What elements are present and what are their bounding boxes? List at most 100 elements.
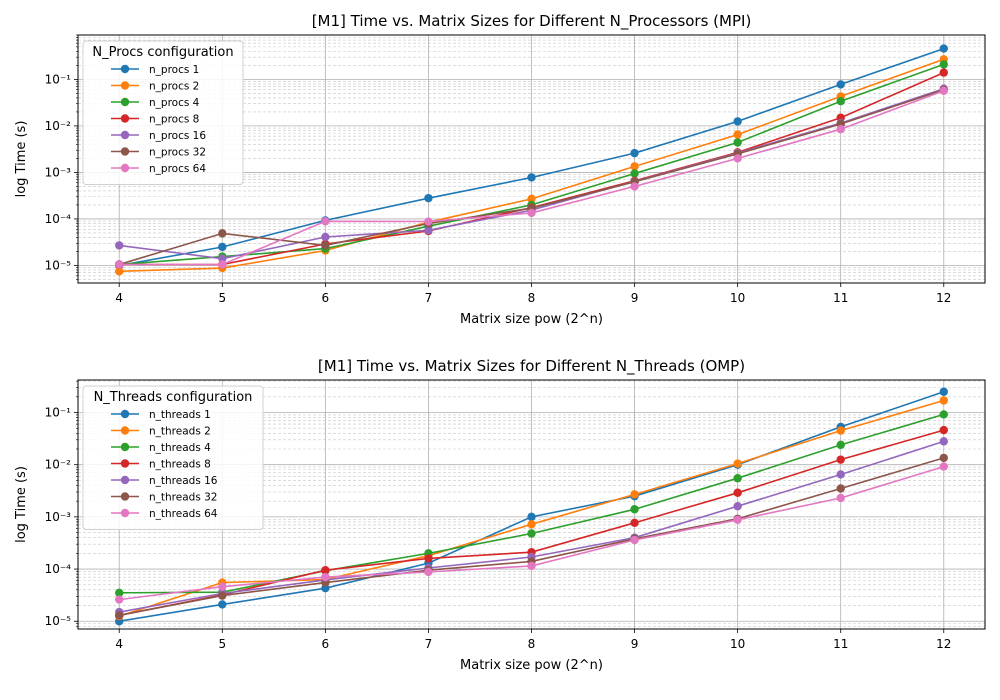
- data-point: [218, 600, 227, 609]
- y-tick-label: 10⁻⁴: [45, 212, 72, 226]
- data-point: [527, 194, 536, 204]
- data-point: [733, 138, 742, 147]
- data-point: [733, 474, 742, 483]
- data-point: [424, 226, 433, 235]
- x-tick-label: 8: [528, 637, 536, 651]
- data-point: [527, 529, 536, 538]
- data-point: [836, 96, 845, 106]
- data-point: [630, 182, 639, 191]
- data-point: [218, 260, 227, 269]
- chart-1: [M1] Time vs. Matrix Sizes for Different…: [14, 12, 986, 327]
- x-tick-label: 6: [322, 637, 330, 651]
- legend-marker: [120, 492, 130, 501]
- data-point: [630, 148, 639, 158]
- y-tick-label: 10⁻²: [45, 119, 72, 133]
- data-point: [836, 470, 845, 479]
- data-point: [218, 591, 227, 600]
- legend-label: n_procs 8: [149, 114, 199, 126]
- data-point: [836, 455, 845, 464]
- legend-label: n_procs 16: [149, 130, 206, 142]
- data-point: [630, 490, 639, 499]
- y-tick-label: 10⁻⁵: [45, 614, 72, 628]
- data-point: [939, 68, 948, 77]
- x-tick-label: 10: [730, 291, 745, 305]
- data-point: [424, 567, 433, 577]
- data-point: [630, 162, 639, 171]
- legend-marker: [120, 97, 130, 107]
- x-tick-label: 10: [730, 637, 745, 651]
- legend-marker: [120, 147, 130, 156]
- data-point: [836, 493, 845, 503]
- series-7: [115, 462, 948, 604]
- y-axis-label: log Time (s): [14, 121, 29, 198]
- data-point: [939, 462, 948, 471]
- data-point: [527, 512, 536, 522]
- data-point: [527, 173, 536, 182]
- data-point: [218, 254, 227, 263]
- data-point: [733, 154, 742, 163]
- x-tick-label: 11: [833, 291, 848, 305]
- data-point: [527, 208, 536, 218]
- data-point: [836, 484, 845, 493]
- legend-marker: [120, 409, 130, 419]
- data-point: [321, 566, 330, 575]
- data-point: [733, 459, 742, 468]
- x-tick-label: 12: [936, 291, 951, 305]
- data-point: [733, 117, 742, 126]
- data-point: [836, 124, 845, 134]
- legend-marker: [120, 508, 130, 518]
- y-tick-label: 10⁻²: [45, 458, 72, 472]
- data-point: [939, 86, 948, 95]
- legend-label: n_threads 4: [149, 442, 211, 454]
- legend-label: n_threads 16: [149, 475, 218, 487]
- data-point: [630, 535, 639, 545]
- data-point: [424, 193, 433, 203]
- legend: N_Threads configuration n_threads 1 n_thre…: [82, 385, 264, 530]
- x-tick-label: 7: [425, 637, 433, 651]
- data-point: [321, 572, 330, 582]
- x-tick-label: 4: [115, 637, 123, 651]
- data-point: [218, 582, 227, 591]
- series-group: [115, 387, 948, 626]
- x-tick-label: 5: [218, 637, 226, 651]
- data-point: [424, 554, 433, 563]
- data-point: [115, 260, 124, 269]
- data-point: [527, 520, 536, 529]
- legend-marker: [120, 163, 130, 173]
- data-point: [939, 437, 948, 446]
- x-tick-label: 5: [218, 291, 226, 305]
- legend: N_Procs configuration n_procs 1 n_procs 2 n…: [82, 40, 244, 185]
- data-point: [321, 217, 330, 226]
- data-point: [218, 229, 227, 238]
- y-tick-label: 10⁻¹: [45, 72, 72, 86]
- data-point: [939, 425, 948, 435]
- x-tick-label: 11: [833, 637, 848, 651]
- legend-label: n_procs 1: [149, 64, 199, 76]
- data-point: [733, 488, 742, 497]
- x-tick-label: 6: [322, 291, 330, 305]
- data-point: [939, 410, 948, 419]
- data-point: [630, 518, 639, 528]
- data-point: [115, 241, 124, 250]
- x-axis-label: Matrix size pow (2^n): [460, 658, 603, 673]
- legend-label: n_threads 1: [149, 409, 211, 421]
- series-group: [115, 44, 948, 276]
- x-tick-label: 8: [528, 291, 536, 305]
- data-point: [836, 80, 845, 89]
- data-point: [939, 453, 948, 463]
- legend-label: n_procs 64: [149, 163, 206, 175]
- data-point: [939, 387, 948, 396]
- legend-marker: [120, 130, 130, 140]
- y-tick-label: 10⁻³: [45, 510, 72, 524]
- x-axis-label: Matrix size pow (2^n): [460, 312, 603, 327]
- legend-label: n_procs 2: [149, 81, 199, 93]
- data-point: [939, 60, 948, 69]
- data-point: [321, 241, 330, 250]
- data-point: [218, 242, 227, 252]
- data-point: [630, 505, 639, 514]
- legend-label: n_threads 8: [149, 459, 211, 471]
- x-tick-label: 7: [425, 291, 433, 305]
- data-point: [733, 515, 742, 524]
- x-tick-label: 12: [936, 637, 951, 651]
